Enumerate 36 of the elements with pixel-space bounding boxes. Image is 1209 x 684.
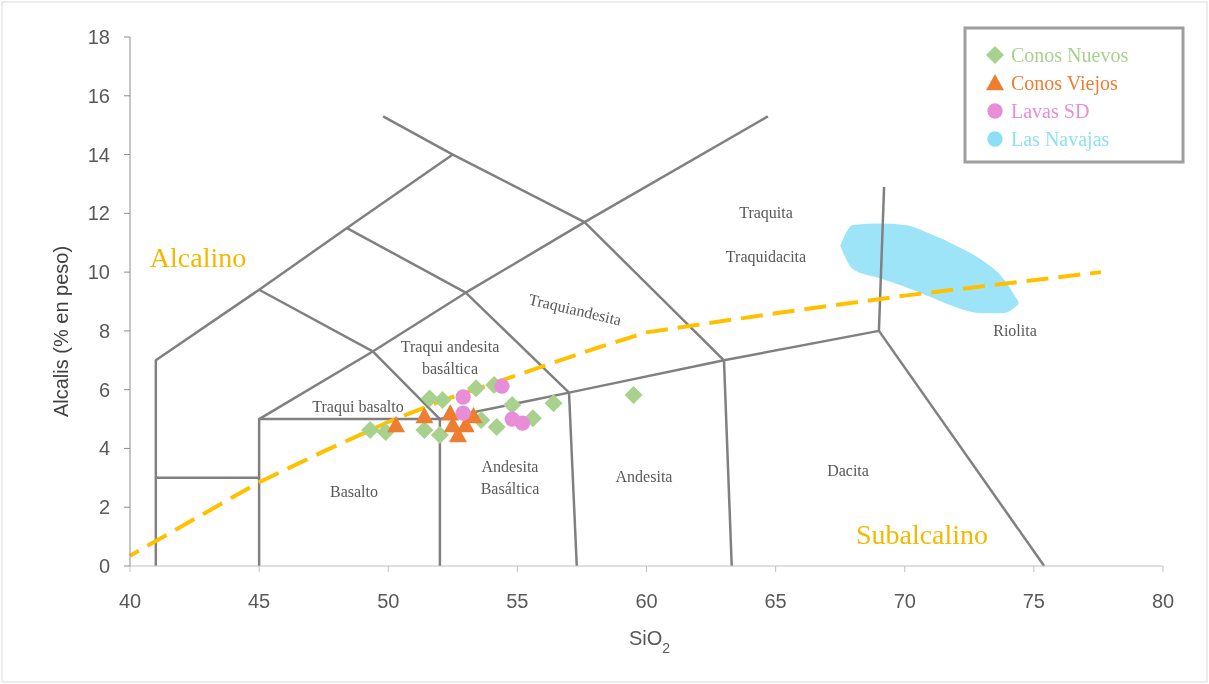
annotation: Dacita xyxy=(827,462,869,479)
x-tick-label: 40 xyxy=(118,590,142,612)
annotation: Andesita xyxy=(615,468,673,485)
y-tick-label: 8 xyxy=(98,319,110,342)
x-tick-label: 55 xyxy=(506,590,529,612)
y-tick-label: 18 xyxy=(87,26,110,48)
annotation: Riolita xyxy=(993,322,1037,339)
x-tick-label: 65 xyxy=(764,590,787,612)
annotation: Traquidacita xyxy=(725,248,807,266)
annotation: Andesita Basáltica xyxy=(480,458,540,497)
x-axis-title: SiO$_{2}$ xyxy=(628,627,671,656)
x-tick-label: 80 xyxy=(1151,590,1175,612)
annotation: Traquita xyxy=(739,204,793,222)
legend-label: Lavas SD xyxy=(1011,100,1090,122)
x-tick-label: 70 xyxy=(893,590,916,612)
y-tick-label: 14 xyxy=(87,143,110,166)
x-tick-label: 45 xyxy=(248,590,271,612)
annotation: Subalcalino xyxy=(855,519,989,550)
y-tick-label: 4 xyxy=(98,437,110,460)
legend-label: Conos Viejos xyxy=(1011,72,1118,95)
legend-label: Conos Nuevos xyxy=(1011,44,1129,66)
y-axis-title: Alcalis (% en peso) xyxy=(50,245,72,418)
x-tick-label: 50 xyxy=(377,590,400,612)
annotation: Traqui basalto xyxy=(312,398,404,416)
y-tick-label: 16 xyxy=(87,84,110,107)
legend-label: Las Navajas xyxy=(1011,128,1110,151)
annotation: Alcalino xyxy=(149,242,247,273)
annotation: Traqui andesita basáltica xyxy=(400,338,500,377)
y-tick-label: 6 xyxy=(98,378,110,401)
y-tick-label: 0 xyxy=(98,555,110,577)
y-tick-label: 12 xyxy=(87,202,110,225)
x-tick-label: 60 xyxy=(635,590,658,612)
annotation: Basalto xyxy=(330,483,378,500)
x-tick-label: 75 xyxy=(1022,590,1045,612)
y-tick-label: 10 xyxy=(87,261,110,284)
y-tick-label: 2 xyxy=(98,496,110,519)
